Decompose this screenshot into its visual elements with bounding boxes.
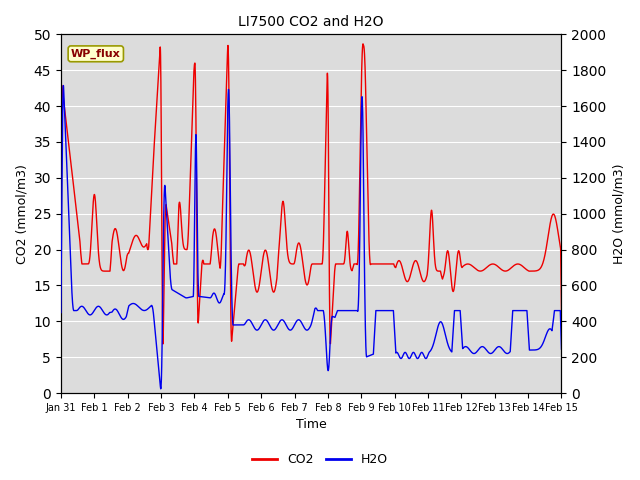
Legend: CO2, H2O: CO2, H2O xyxy=(247,448,393,471)
Y-axis label: CO2 (mmol/m3): CO2 (mmol/m3) xyxy=(15,164,28,264)
Text: WP_flux: WP_flux xyxy=(71,48,121,59)
Y-axis label: H2O (mmol/m3): H2O (mmol/m3) xyxy=(612,164,625,264)
Title: LI7500 CO2 and H2O: LI7500 CO2 and H2O xyxy=(239,15,384,29)
X-axis label: Time: Time xyxy=(296,419,326,432)
